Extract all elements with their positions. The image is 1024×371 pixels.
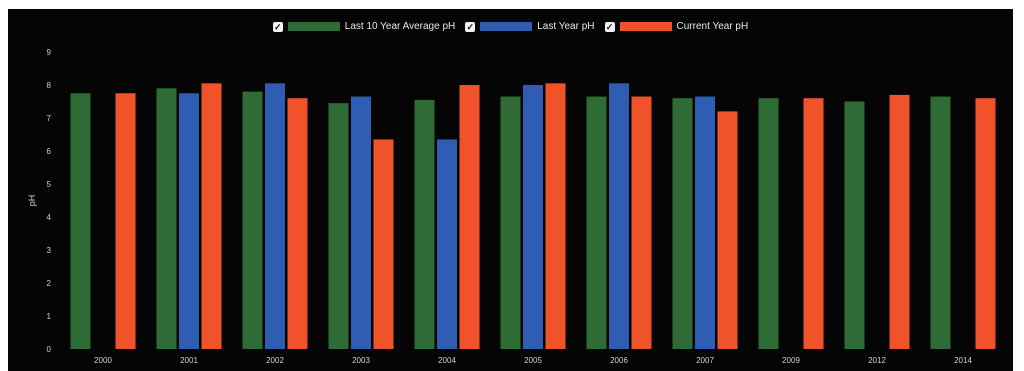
bar-2002-series-1[interactable] [265,83,285,349]
bar-2001-series-2[interactable] [201,83,222,349]
y-axis-label: pH [27,195,37,207]
checkbox-icon[interactable]: ✓ [272,21,283,32]
bar-2005-series-2[interactable] [545,83,566,349]
x-tick-label: 2001 [180,356,198,365]
bar-2007-series-1[interactable] [695,96,715,349]
bar-2003-series-1[interactable] [351,96,371,349]
y-tick-label: 0 [47,345,52,354]
bar-2001-series-1[interactable] [179,93,199,349]
x-tick-label: 2009 [782,356,800,365]
y-tick-label: 1 [47,312,52,321]
bar-2009-series-0[interactable] [758,98,779,349]
bar-2006-series-2[interactable] [631,96,652,349]
y-tick-label: 8 [47,81,52,90]
x-tick-label: 2004 [438,356,456,365]
bar-2007-series-0[interactable] [672,98,693,349]
legend-label-current-year: Current Year pH [676,21,749,32]
bar-2009-series-2[interactable] [803,98,824,349]
bar-2000-series-2[interactable] [115,93,136,349]
x-tick-label: 2007 [696,356,714,365]
chart-panel: ✓ Last 10 Year Average pH ✓ Last Year pH… [8,9,1013,371]
legend-item-last-year[interactable]: ✓ Last Year pH [465,21,595,32]
bar-2004-series-0[interactable] [414,99,435,349]
y-tick-label: 3 [47,246,52,255]
legend-swatch-avg [287,22,340,31]
x-tick-label: 2002 [266,356,284,365]
bar-2000-series-0[interactable] [70,93,91,349]
y-tick-label: 9 [47,48,52,57]
x-tick-label: 2014 [954,356,972,365]
bar-2006-series-1[interactable] [609,83,629,349]
bar-2004-series-1[interactable] [437,139,457,349]
x-tick-label: 2003 [352,356,370,365]
y-tick-label: 7 [47,114,52,123]
y-tick-label: 4 [47,213,52,222]
chart-legend: ✓ Last 10 Year Average pH ✓ Last Year pH… [8,21,1013,32]
y-tick-label: 2 [47,279,52,288]
bar-2001-series-0[interactable] [156,88,177,350]
x-tick-label: 2006 [610,356,628,365]
bar-2003-series-2[interactable] [373,139,394,349]
bar-2002-series-2[interactable] [287,98,308,349]
bar-2014-series-2[interactable] [975,98,996,349]
legend-item-current-year[interactable]: ✓ Current Year pH [604,21,749,32]
checkbox-icon[interactable]: ✓ [604,21,615,32]
legend-swatch-last-year [480,22,533,31]
x-tick-label: 2000 [94,356,112,365]
bar-2003-series-0[interactable] [328,103,349,350]
bar-2002-series-0[interactable] [242,91,263,349]
y-tick-label: 6 [47,147,52,156]
bar-2012-series-0[interactable] [844,101,865,350]
bar-2005-series-0[interactable] [500,96,521,349]
legend-label-last-year: Last Year pH [537,21,595,32]
bar-2012-series-2[interactable] [889,94,910,350]
x-tick-label: 2005 [524,356,542,365]
bar-2004-series-2[interactable] [459,85,480,349]
bar-2007-series-2[interactable] [717,111,738,350]
bar-2006-series-0[interactable] [586,96,607,349]
y-tick-label: 5 [47,180,52,189]
bar-2014-series-0[interactable] [930,96,951,349]
x-tick-label: 2012 [868,356,886,365]
legend-swatch-current-year [619,22,672,31]
legend-label-avg: Last 10 Year Average pH [344,21,456,32]
checkbox-icon[interactable]: ✓ [465,21,476,32]
bar-2005-series-1[interactable] [523,85,543,349]
legend-item-avg[interactable]: ✓ Last 10 Year Average pH [272,21,456,32]
bar-chart: 0 1 2 3 4 5 6 7 8 9 pH 2000 2001 2002 2003 2004 2005 2006… [27,48,996,365]
